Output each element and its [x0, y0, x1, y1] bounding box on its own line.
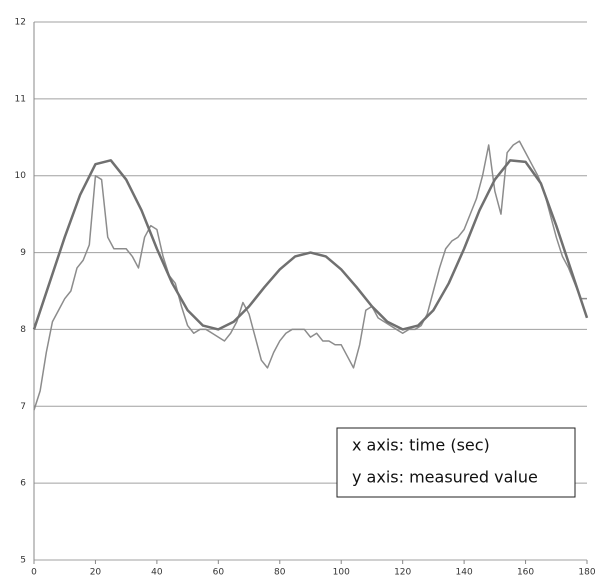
y-tick-label: 11: [15, 94, 26, 104]
y-tick-label: 10: [15, 171, 27, 181]
y-tick-label: 8: [20, 325, 26, 335]
x-tick-label: 20: [90, 568, 102, 578]
annotation: y axis: measured value: [352, 468, 538, 487]
series-line: [32, 159, 589, 331]
x-tick-label: 60: [213, 568, 225, 578]
y-tick-label: 5: [20, 556, 26, 566]
x-tick-label: 80: [274, 568, 286, 578]
x-tick-label: 180: [578, 568, 595, 578]
y-tick-label: 9: [20, 248, 26, 258]
y-tick-label: 7: [20, 402, 26, 412]
series-line: [33, 140, 587, 411]
x-tick-label: 120: [394, 568, 411, 578]
y-tick-label: 6: [20, 479, 26, 489]
x-tick-label: 140: [456, 568, 473, 578]
y-tick-label: 12: [15, 18, 26, 28]
annotation: x axis: time (sec): [352, 436, 490, 455]
x-tick-label: 40: [151, 568, 163, 578]
x-tick-label: 100: [333, 568, 350, 578]
x-tick-label: 160: [517, 568, 534, 578]
x-tick-label: 0: [31, 568, 37, 578]
annotation-box: [336, 427, 576, 498]
